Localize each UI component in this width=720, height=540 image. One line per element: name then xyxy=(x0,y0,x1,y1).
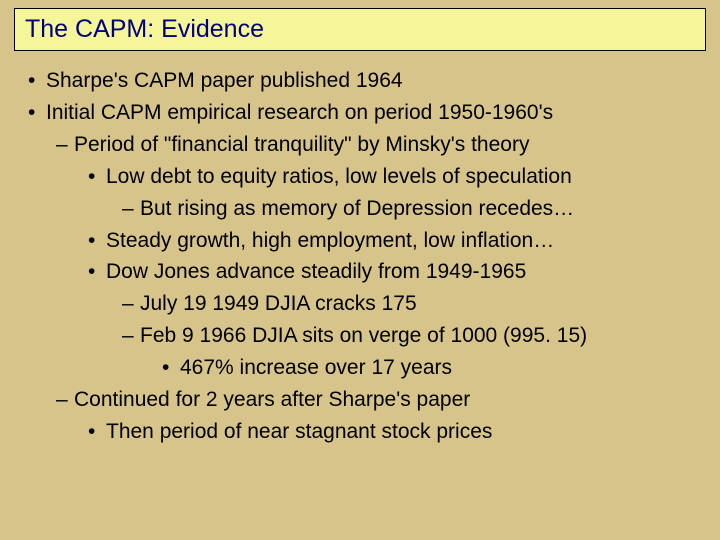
title-box: The CAPM: Evidence xyxy=(14,8,706,51)
bullet-item: Low debt to equity ratios, low levels of… xyxy=(22,161,706,193)
bullet-item: Then period of near stagnant stock price… xyxy=(22,416,706,448)
bullet-item: Feb 9 1966 DJIA sits on verge of 1000 (9… xyxy=(22,320,706,352)
bullet-item: Period of "financial tranquility" by Min… xyxy=(22,129,706,161)
bullet-item: But rising as memory of Depression reced… xyxy=(22,193,706,225)
bullet-item: Steady growth, high employment, low infl… xyxy=(22,225,706,257)
bullet-item: Dow Jones advance steadily from 1949-196… xyxy=(22,256,706,288)
bullet-item: 467% increase over 17 years xyxy=(22,352,706,384)
bullet-item: July 19 1949 DJIA cracks 175 xyxy=(22,288,706,320)
slide-title: The CAPM: Evidence xyxy=(25,15,695,44)
slide-content: Sharpe's CAPM paper published 1964 Initi… xyxy=(14,65,706,448)
bullet-item: Initial CAPM empirical research on perio… xyxy=(22,97,706,129)
slide-container: The CAPM: Evidence Sharpe's CAPM paper p… xyxy=(0,0,720,540)
bullet-item: Sharpe's CAPM paper published 1964 xyxy=(22,65,706,97)
bullet-item: Continued for 2 years after Sharpe's pap… xyxy=(22,384,706,416)
